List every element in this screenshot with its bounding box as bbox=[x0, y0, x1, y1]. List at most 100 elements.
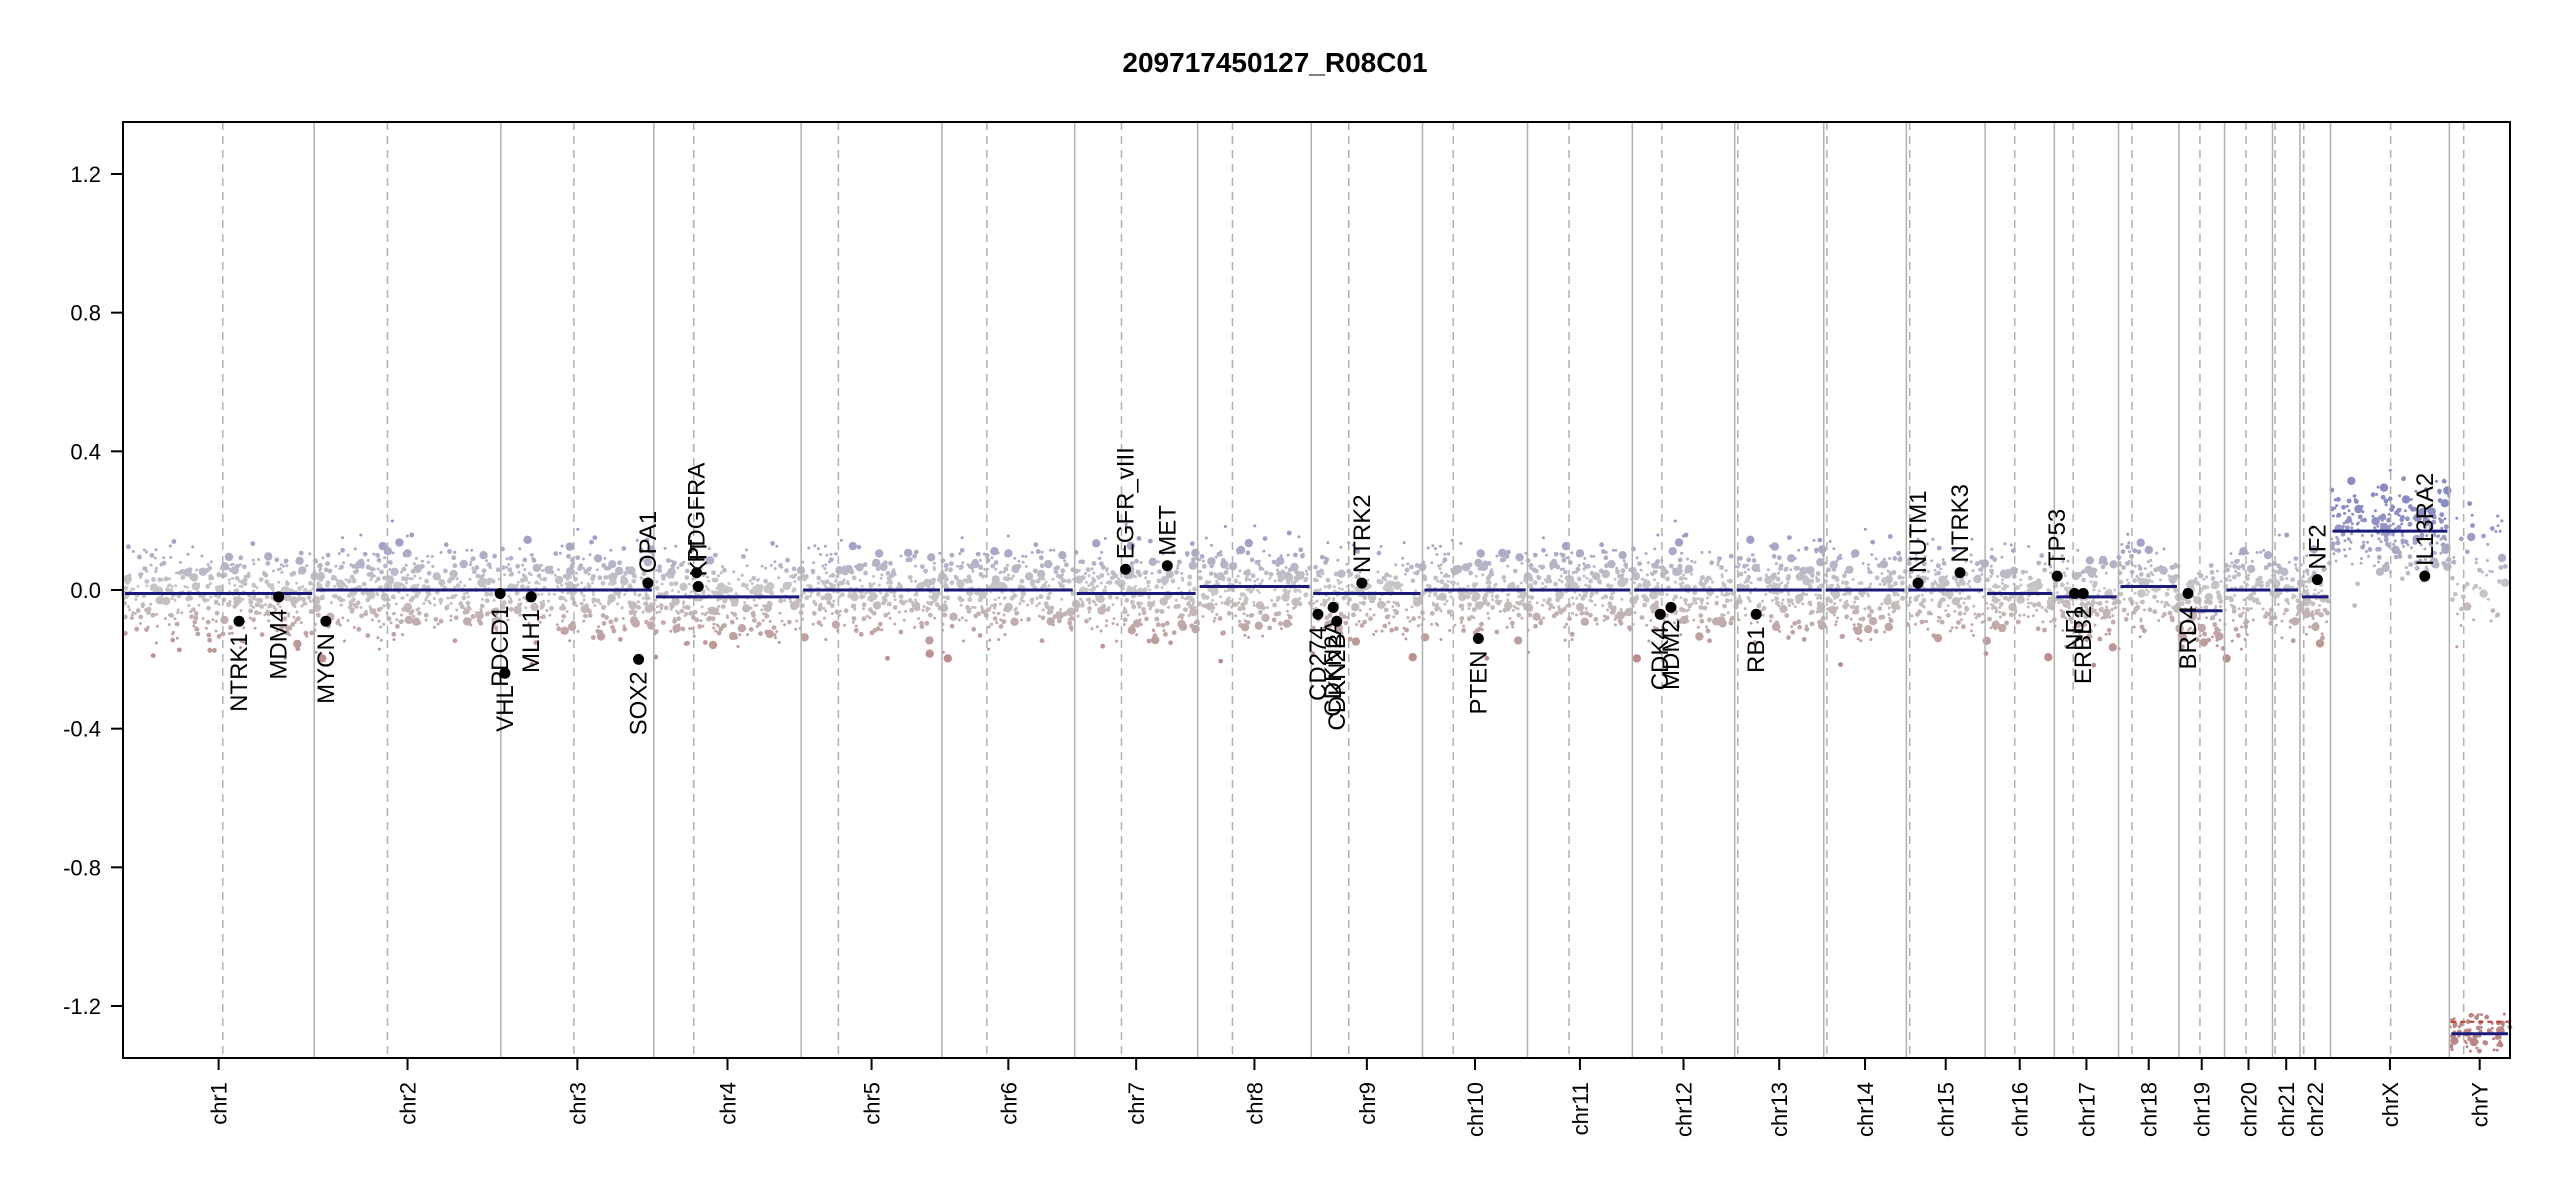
probe-point bbox=[161, 560, 167, 566]
probe-point bbox=[1243, 593, 1246, 597]
probe-point bbox=[1760, 599, 1764, 603]
probe-point bbox=[1216, 572, 1225, 581]
probe-point bbox=[913, 625, 917, 629]
probe-point bbox=[1801, 637, 1807, 642]
probe-point bbox=[1936, 545, 1942, 551]
probe-point bbox=[2371, 514, 2375, 518]
probe-point bbox=[508, 573, 512, 577]
probe-point bbox=[1565, 575, 1575, 584]
probe-point bbox=[1700, 601, 1704, 605]
probe-point bbox=[2231, 608, 2237, 614]
probe-point bbox=[1176, 564, 1180, 567]
probe-point bbox=[1482, 560, 1488, 566]
probe-point bbox=[1935, 563, 1941, 569]
probe-point bbox=[1565, 585, 1569, 589]
probe-point bbox=[965, 605, 970, 610]
probe-point bbox=[1435, 553, 1439, 556]
probe-point bbox=[1709, 560, 1715, 566]
probe-point bbox=[591, 574, 596, 579]
probe-point bbox=[136, 584, 140, 588]
probe-point bbox=[2291, 596, 2295, 600]
probe-point bbox=[1215, 579, 1219, 583]
probe-point bbox=[745, 564, 749, 568]
probe-point bbox=[2348, 538, 2351, 542]
probe-point bbox=[1842, 573, 1847, 579]
probe-point bbox=[1067, 620, 1073, 626]
probe-point bbox=[2026, 583, 2032, 589]
probe-point bbox=[1283, 571, 1292, 581]
probe-point bbox=[1833, 596, 1837, 600]
probe-point bbox=[379, 569, 384, 575]
probe-point bbox=[1997, 598, 2001, 602]
probe-point bbox=[849, 569, 855, 575]
probe-point bbox=[768, 602, 773, 607]
probe-point bbox=[1527, 583, 1533, 589]
probe-point bbox=[484, 591, 490, 597]
probe-point bbox=[1469, 591, 1473, 595]
probe-point bbox=[1577, 563, 1581, 567]
probe-point bbox=[1067, 618, 1071, 621]
probe-point bbox=[1129, 561, 1135, 566]
probe-point bbox=[258, 611, 262, 615]
probe-point bbox=[1805, 624, 1808, 628]
probe-point bbox=[1506, 598, 1510, 602]
probe-point bbox=[942, 608, 946, 612]
probe-point bbox=[1226, 577, 1232, 583]
probe-point bbox=[1029, 578, 1033, 581]
probe-point bbox=[2063, 574, 2067, 578]
probe-point bbox=[2063, 586, 2069, 592]
probe-point bbox=[231, 576, 235, 580]
probe-point bbox=[1571, 596, 1574, 600]
probe-point bbox=[359, 613, 364, 619]
probe-point bbox=[879, 576, 883, 580]
probe-point bbox=[1937, 600, 1943, 606]
probe-point bbox=[643, 601, 649, 606]
probe-point bbox=[234, 601, 240, 607]
probe-point bbox=[449, 596, 453, 600]
probe-point bbox=[590, 635, 596, 640]
probe-point bbox=[2088, 628, 2093, 634]
probe-point bbox=[1003, 619, 1007, 623]
probe-point bbox=[1312, 601, 1316, 605]
probe-point bbox=[375, 553, 380, 558]
probe-point bbox=[1404, 637, 1408, 641]
probe-point bbox=[959, 547, 965, 553]
probe-point bbox=[536, 573, 542, 579]
probe-point bbox=[1913, 564, 1917, 568]
probe-point bbox=[2333, 506, 2337, 510]
probe-point bbox=[1354, 548, 1360, 553]
probe-point bbox=[1376, 550, 1382, 556]
probe-point bbox=[1562, 569, 1568, 575]
probe-point bbox=[2311, 526, 2315, 530]
probe-point bbox=[1085, 580, 1088, 584]
probe-point bbox=[463, 607, 467, 611]
probe-point bbox=[1197, 575, 1203, 581]
probe-point bbox=[1319, 588, 1323, 592]
probe-point bbox=[2310, 610, 2314, 614]
probe-point bbox=[760, 564, 764, 568]
probe-point bbox=[973, 613, 979, 619]
probe-point bbox=[513, 605, 522, 615]
probe-point bbox=[1706, 596, 1709, 600]
probe-point bbox=[1923, 575, 1927, 579]
probe-point bbox=[479, 608, 483, 611]
probe-point bbox=[287, 614, 291, 618]
probe-point bbox=[206, 632, 212, 638]
probe-point bbox=[2347, 476, 2356, 486]
probe-point bbox=[1515, 600, 1519, 604]
probe-point bbox=[892, 605, 898, 610]
probe-point bbox=[1516, 584, 1520, 588]
probe-point bbox=[1931, 585, 1935, 589]
probe-point bbox=[452, 638, 458, 644]
probe-point bbox=[560, 626, 569, 635]
probe-point bbox=[155, 612, 158, 616]
probe-point bbox=[1998, 610, 2002, 614]
probe-point bbox=[2423, 487, 2429, 492]
probe-point bbox=[899, 554, 903, 558]
probe-point bbox=[493, 625, 499, 630]
probe-point bbox=[1637, 561, 1642, 566]
probe-point bbox=[1238, 619, 1241, 623]
probe-point bbox=[1584, 610, 1589, 616]
probe-point bbox=[578, 563, 584, 569]
probe-point bbox=[1528, 562, 1534, 568]
